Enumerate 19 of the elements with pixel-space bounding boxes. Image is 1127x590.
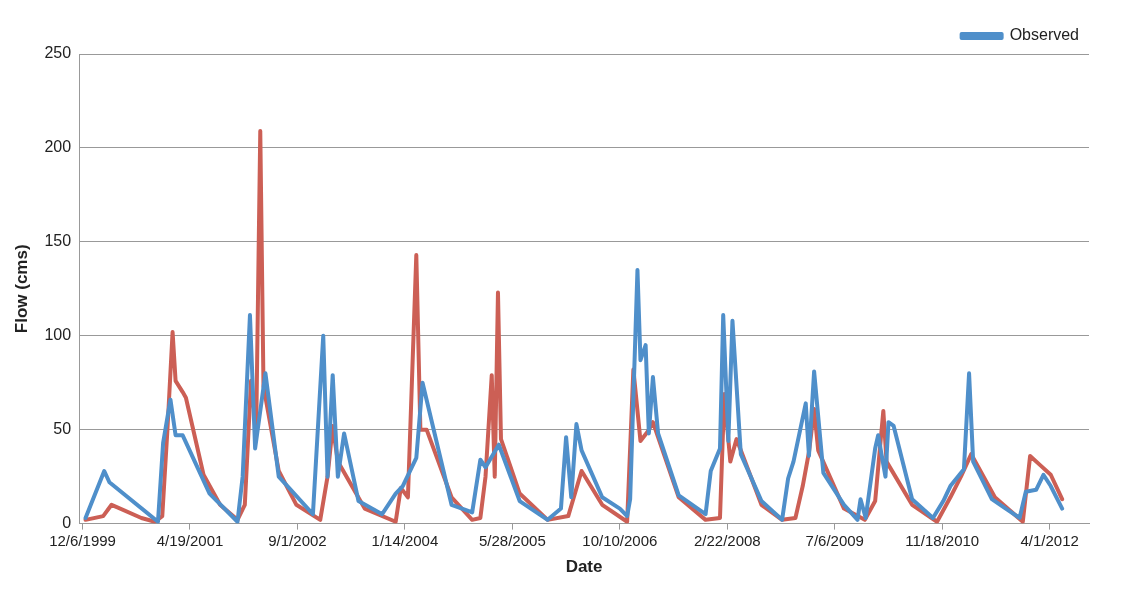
x-tick-label: 12/6/1999 (49, 531, 116, 549)
y-tick-label: 50 (53, 420, 72, 438)
y-tick-label: 100 (44, 326, 72, 344)
y-axis-title: Flow (cms) (11, 244, 31, 334)
x-tick-label: 5/28/2005 (479, 531, 546, 549)
x-tick-label: 2/22/2008 (693, 531, 761, 549)
x-tick-label: 9/1/2002 (268, 531, 327, 549)
y-tick-label: 250 (44, 44, 72, 62)
y-tick-label: 150 (44, 232, 72, 250)
x-tick-label: 1/14/2004 (371, 531, 439, 549)
x-axis-title: Date (565, 557, 603, 577)
x-tick-label: 10/10/2006 (582, 531, 658, 549)
x-tick-label: 4/19/2001 (156, 531, 224, 549)
y-tick-label: 200 (44, 138, 72, 156)
y-tick-label: 0 (62, 514, 72, 532)
x-tick-label: 11/18/2010 (905, 531, 980, 549)
legend-label: Observed (1009, 26, 1080, 44)
x-tick-label: 7/6/2009 (805, 531, 864, 549)
x-tick-label: 4/1/2012 (1020, 531, 1079, 549)
